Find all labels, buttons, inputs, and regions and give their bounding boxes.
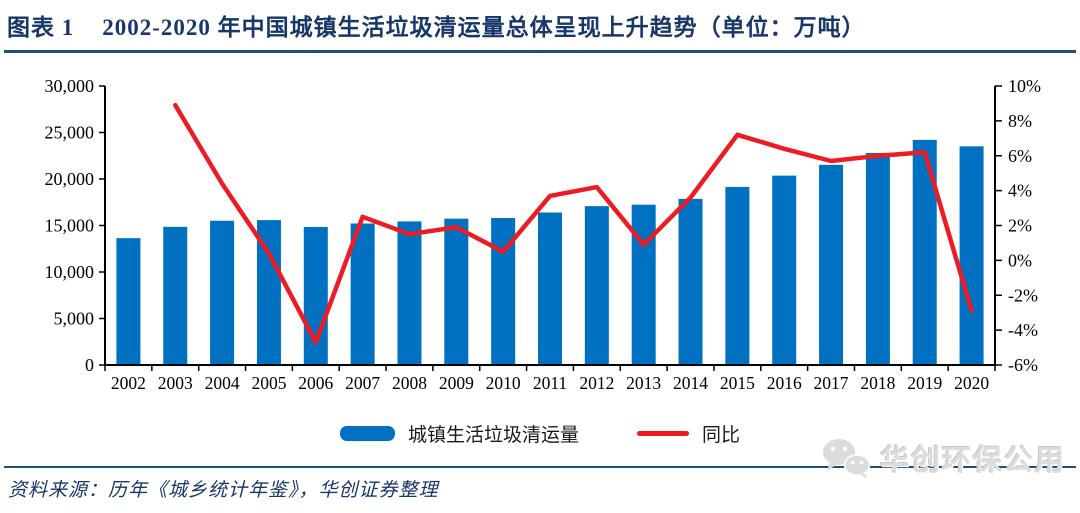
x-axis-label: 2005 [251,373,286,393]
legend-bar-label: 城镇生活垃圾清运量 [407,424,579,446]
x-axis-label: 2003 [158,373,193,393]
bar-2008 [397,221,422,365]
x-axis-label: 2002 [111,373,146,393]
x-axis-label: 2008 [392,373,427,393]
bar-2017 [819,164,844,365]
bar-2002 [116,238,141,365]
right-axis-label: -2% [1008,285,1038,305]
right-axis-label: -6% [1008,355,1038,375]
right-axis-label: 6% [1008,146,1032,166]
right-axis-label: 8% [1008,111,1032,131]
x-axis-label: 2009 [439,373,474,393]
legend-line-label: 同比 [702,424,741,446]
figure-title-text: 2002-2020 年中国城镇生活垃圾清运量总体呈现上升趋势（单位：万吨） [102,15,866,40]
x-axis-label: 2006 [298,373,333,393]
x-axis-label: 2019 [907,373,942,393]
bar-2012 [584,206,609,365]
x-axis-label: 2007 [345,373,380,393]
left-axis-label: 30,000 [45,76,95,96]
x-axis-label: 2013 [626,373,661,393]
bar-2004 [210,220,235,365]
right-axis-label: 2% [1008,216,1032,236]
x-axis-label: 2020 [954,373,989,393]
legend-line-swatch [637,430,689,436]
x-axis-label: 2014 [673,373,708,393]
left-axis-label: 20,000 [45,169,95,189]
bar-2018 [865,152,890,365]
left-axis-label: 10,000 [45,262,95,282]
left-axis-label: 25,000 [45,123,95,143]
left-axis-label: 15,000 [45,216,95,236]
footer-divider [4,466,1076,468]
x-axis-label: 2016 [767,373,802,393]
x-axis-label: 2011 [533,373,567,393]
left-axis-label: 5,000 [54,309,95,329]
x-axis-label: 2012 [579,373,614,393]
chart-legend: 城镇生活垃圾清运量 同比 [0,420,1080,446]
bar-2016 [772,175,797,365]
bar-2020 [959,146,984,365]
x-axis-label: 2010 [486,373,521,393]
bar-2015 [725,186,750,365]
right-axis-label: 4% [1008,181,1032,201]
title-divider [4,50,1076,53]
yoy-line [173,102,974,345]
right-axis-label: 10% [1008,76,1041,96]
bar-2011 [538,212,562,365]
left-axis-label: 0 [85,355,94,375]
chart-canvas: 30,000 25,000 20,000 15,000 10,000 5,000 0 10% 8… [45,76,1042,393]
source-note: 资料来源：历年《城乡统计年鉴》，华创证券整理 [8,480,439,501]
bar-2014 [678,198,703,365]
legend-bar-swatch [339,425,395,441]
x-axis-label: 2015 [720,373,755,393]
x-axis-label: 2004 [205,373,240,393]
bar-2013 [631,204,656,365]
bar-2007 [350,223,375,365]
figure-number-label: 图表 1 [7,15,75,40]
right-axis-label: 0% [1008,250,1032,270]
bar-2003 [163,226,188,365]
right-axis-label: -4% [1008,320,1038,340]
x-axis-label: 2018 [860,373,895,393]
figure-title: 图表 1 2002-2020 年中国城镇生活垃圾清运量总体呈现上升趋势（单位：万… [7,8,1073,42]
x-axis-label: 2017 [814,373,849,393]
bar-2009 [444,218,469,365]
